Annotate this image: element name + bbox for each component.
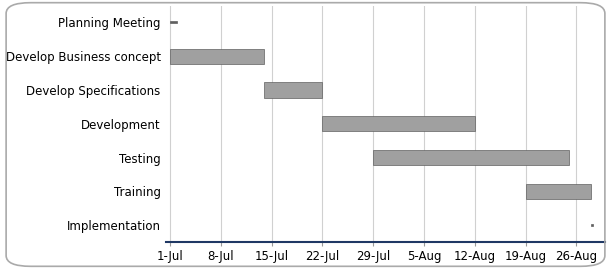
Bar bbox=[170, 49, 264, 64]
Bar bbox=[170, 22, 177, 23]
Bar bbox=[373, 150, 569, 165]
Bar bbox=[525, 184, 591, 199]
Bar bbox=[591, 224, 593, 226]
Bar bbox=[264, 82, 323, 98]
Bar bbox=[323, 116, 475, 132]
